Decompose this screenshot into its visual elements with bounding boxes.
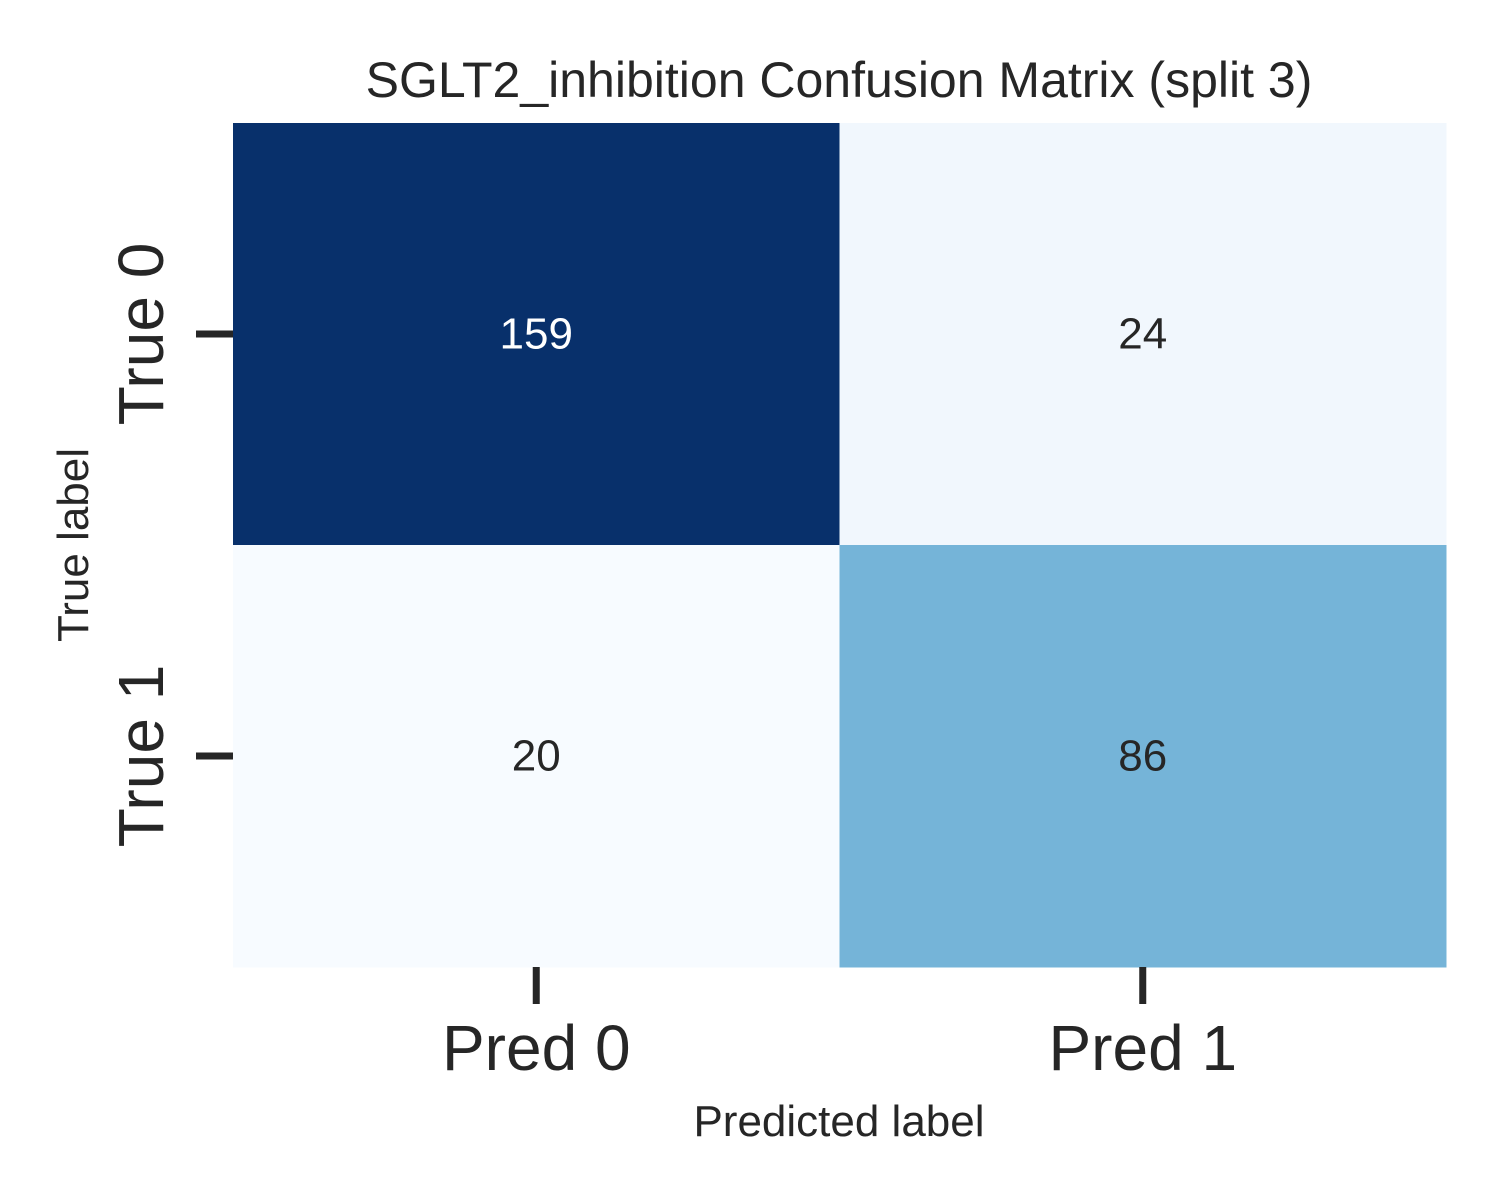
- cell-value-r0-c1: 24: [1118, 310, 1167, 359]
- cell-value-r1-c0: 20: [512, 732, 561, 781]
- x-tick-label-0: Pred 0: [442, 1012, 631, 1084]
- heatmap-cell-r0-c1: [839, 123, 1447, 546]
- heatmap-cell-r1-c0: [233, 545, 840, 968]
- cell-value-r0-c0: 159: [500, 310, 573, 359]
- y-tick-label-0: True 0: [105, 243, 177, 426]
- y-axis-ticks: True 0 True 1: [105, 243, 233, 848]
- x-axis-ticks: Pred 0 Pred 1: [442, 967, 1237, 1084]
- heatmap-cell-labels: 159 24 20 86: [500, 310, 1168, 781]
- y-tick-label-1: True 1: [105, 665, 177, 848]
- heatmap-cell-r0-c0: [233, 123, 840, 546]
- chart-title: SGLT2_inhibition Confusion Matrix (split…: [366, 52, 1313, 108]
- heatmap-cells: [233, 123, 1447, 968]
- x-axis-label: Predicted label: [693, 1097, 984, 1146]
- heatmap-cell-r1-c1: [839, 545, 1447, 968]
- cell-value-r1-c1: 86: [1118, 732, 1167, 781]
- y-axis-label: True label: [49, 448, 98, 642]
- x-tick-label-1: Pred 1: [1048, 1012, 1237, 1084]
